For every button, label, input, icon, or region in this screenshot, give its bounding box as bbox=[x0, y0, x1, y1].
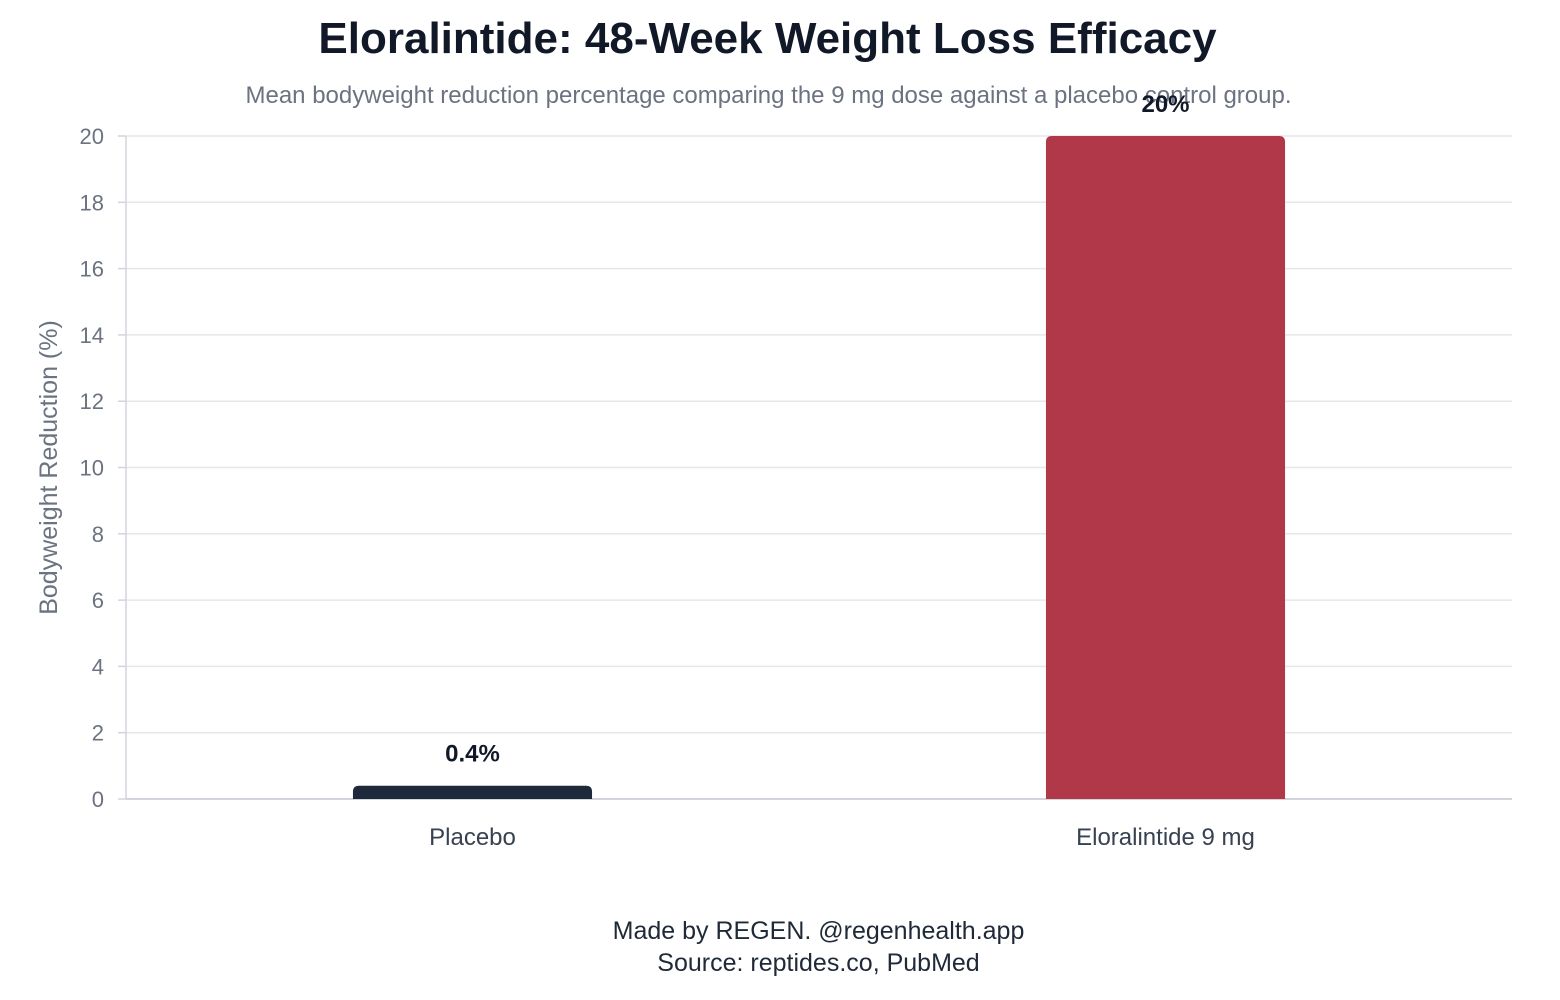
y-tick-label: 12 bbox=[80, 389, 104, 414]
y-tick-label: 16 bbox=[80, 257, 104, 282]
bar-1 bbox=[352, 785, 593, 799]
y-tick-label: 14 bbox=[80, 323, 104, 348]
y-tick-label: 10 bbox=[80, 456, 104, 481]
y-tick-label: 6 bbox=[92, 588, 104, 613]
bar-2 bbox=[1045, 136, 1286, 799]
y-axis-label: Bodyweight Reduction (%) bbox=[35, 320, 63, 615]
data-label: 0.4% bbox=[445, 741, 500, 768]
y-tick-label: 2 bbox=[92, 721, 104, 746]
y-tick-label: 4 bbox=[92, 654, 104, 679]
x-tick-label: Placebo bbox=[429, 824, 516, 851]
chart-subtitle: Mean bodyweight reduction percentage com… bbox=[245, 82, 1292, 109]
data-label: 20% bbox=[1141, 91, 1189, 118]
y-tick-label: 20 bbox=[80, 124, 104, 149]
y-tick-label: 8 bbox=[92, 522, 104, 547]
y-tick-label: 0 bbox=[92, 787, 104, 812]
chart-title: Eloralintide: 48-Week Weight Loss Effica… bbox=[318, 14, 1217, 63]
y-tick-label: 18 bbox=[80, 190, 104, 215]
footer-credit: Made by REGEN. @regenhealth.app bbox=[612, 917, 1025, 945]
x-tick-label: Eloralintide 9 mg bbox=[1076, 824, 1255, 851]
footer-source: Source: reptides.co, PubMed bbox=[657, 949, 980, 977]
